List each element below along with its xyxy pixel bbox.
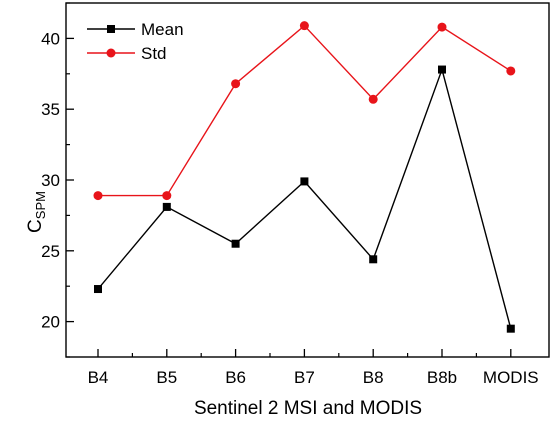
y-tick-label: 40 — [41, 29, 60, 48]
data-point-std — [231, 79, 241, 89]
data-point-std — [506, 66, 516, 76]
x-tick-label: B7 — [294, 368, 315, 387]
y-tick-label: 20 — [41, 313, 60, 332]
data-point-mean — [438, 65, 446, 74]
legend-item-mean: Mean — [87, 20, 184, 39]
x-tick-label: B6 — [225, 368, 246, 387]
x-axis: B4 B5 B6 B7 B8 B8b MODIS — [88, 349, 539, 387]
data-point-mean — [94, 285, 102, 294]
y-tick-label: 35 — [41, 100, 60, 119]
x-tick-label: B8 — [363, 368, 384, 387]
legend-marker-std — [106, 48, 116, 58]
legend-label-std: Std — [141, 44, 167, 63]
series-line-mean — [97, 67, 512, 329]
series-mean — [94, 65, 515, 333]
legend-marker-mean — [107, 25, 115, 33]
series-layer — [93, 21, 516, 333]
y-axis-title-subscript: SPM — [33, 191, 48, 219]
x-tick-label: MODIS — [483, 368, 539, 387]
data-point-std — [299, 21, 309, 31]
series-std — [93, 21, 516, 201]
legend: Mean Std — [87, 20, 184, 63]
x-axis-title: Sentinel 2 MSI and MODIS — [194, 398, 422, 419]
data-point-std — [93, 191, 103, 201]
y-tick-label: 30 — [41, 171, 60, 190]
legend-item-std: Std — [87, 44, 167, 63]
data-point-std — [368, 94, 378, 104]
legend-label-mean: Mean — [141, 20, 184, 39]
data-point-mean — [162, 202, 171, 211]
y-axis-title: CSPM — [25, 191, 48, 233]
data-point-mean — [300, 177, 309, 186]
y-axis: 20 25 30 35 40 — [41, 2, 74, 358]
y-tick-label: 25 — [41, 242, 60, 261]
data-point-std — [437, 22, 447, 32]
data-point-std — [162, 191, 172, 201]
x-tick-label: B4 — [88, 368, 109, 387]
data-point-mean — [369, 255, 378, 264]
data-point-mean — [506, 324, 515, 333]
data-point-mean — [231, 239, 240, 248]
x-tick-label: B8b — [427, 368, 457, 387]
y-axis-title-main: C — [25, 219, 46, 233]
x-tick-label: B5 — [156, 368, 177, 387]
